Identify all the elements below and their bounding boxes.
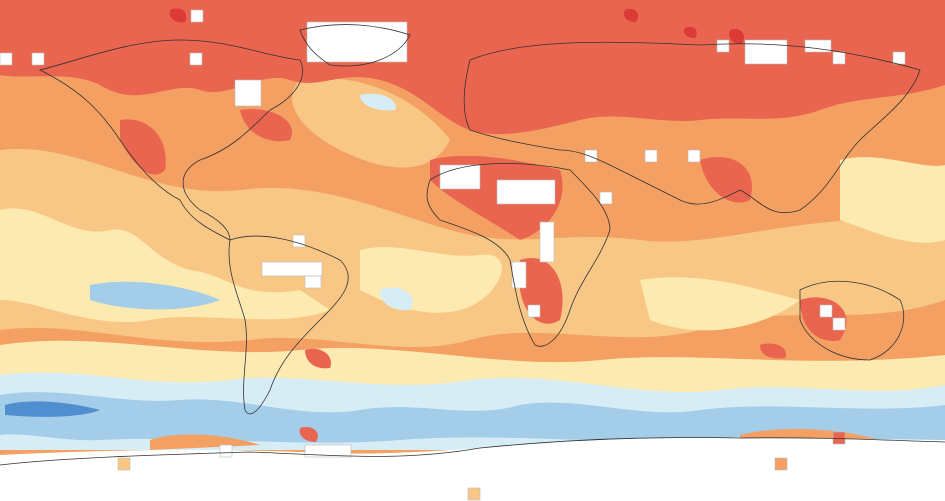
blue-band xyxy=(0,392,945,443)
no-data-cell xyxy=(584,149,598,163)
sparse-data-cells xyxy=(117,431,846,501)
data-cell xyxy=(467,487,481,501)
blue-patch xyxy=(90,281,220,310)
red-region xyxy=(120,119,166,175)
coastline-eurasia xyxy=(463,41,921,214)
dark-red-patch xyxy=(684,26,697,38)
coastline-south-america xyxy=(228,235,349,415)
coastlines xyxy=(0,24,945,466)
light-blue-patch xyxy=(360,93,396,111)
red-region xyxy=(700,156,752,203)
no-data-cell xyxy=(304,444,352,458)
no-data-cell xyxy=(716,39,730,53)
no-data-cell xyxy=(439,164,481,190)
no-data-cell xyxy=(539,221,555,263)
data-cell xyxy=(774,457,788,471)
no-data-cell xyxy=(306,21,408,63)
pale-yellow-region xyxy=(640,277,800,331)
no-data-cell xyxy=(832,317,846,331)
coastline-australia xyxy=(799,280,905,361)
no-data-cell xyxy=(527,304,541,318)
no-data-cell xyxy=(261,261,323,277)
light-orange-region xyxy=(292,78,450,168)
data-cell xyxy=(832,431,846,445)
red-region xyxy=(240,109,292,142)
light-blue-patch xyxy=(379,287,413,311)
no-data-cell xyxy=(832,51,846,65)
no-data-cell xyxy=(511,261,527,289)
dark-red-patch xyxy=(624,8,639,22)
no-data-cell xyxy=(496,179,556,205)
no-data-cell xyxy=(292,234,306,248)
coastline-antarctica xyxy=(0,437,945,466)
data-cell xyxy=(117,457,131,471)
no-data-cell xyxy=(804,39,832,53)
red-patch xyxy=(760,343,786,359)
no-data-cell xyxy=(892,51,906,65)
no-data-cell xyxy=(304,275,322,289)
dark-red-patch xyxy=(169,8,187,23)
no-data-cell xyxy=(599,191,613,205)
no-data-cell xyxy=(219,444,233,458)
no-data-cell xyxy=(644,149,658,163)
coastline-greenland xyxy=(299,24,411,67)
coastline-north-america xyxy=(38,39,303,241)
dark-red-patch xyxy=(729,28,745,44)
red-patch xyxy=(305,348,331,369)
no-data-cell xyxy=(31,52,45,66)
pale-yellow-region xyxy=(0,208,330,323)
no-data-cell xyxy=(234,79,262,107)
red-region-north xyxy=(0,0,945,135)
red-patch xyxy=(299,426,318,442)
no-data-cell xyxy=(0,52,13,66)
orange-patch xyxy=(150,434,260,450)
dark-blue-patch xyxy=(5,401,100,417)
antarctica-no-data xyxy=(0,437,945,501)
pale-yellow-region xyxy=(840,157,945,243)
no-data-cell xyxy=(819,304,833,318)
no-data-cell xyxy=(687,149,701,163)
coastline-africa xyxy=(426,163,611,347)
no-data-cell xyxy=(189,52,203,66)
no-data-cell xyxy=(190,9,204,23)
